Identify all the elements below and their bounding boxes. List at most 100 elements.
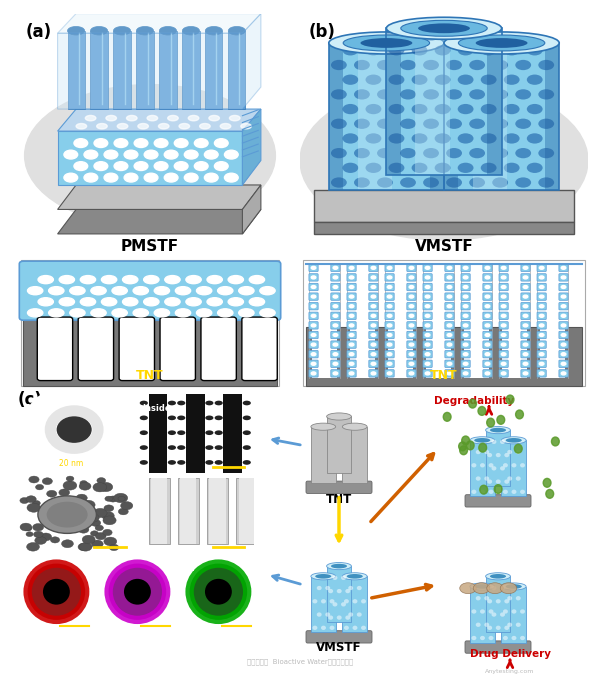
FancyBboxPatch shape [559,264,568,271]
Ellipse shape [91,27,107,35]
Ellipse shape [74,139,88,148]
Ellipse shape [344,599,349,603]
Ellipse shape [389,163,404,173]
Ellipse shape [38,275,53,284]
Ellipse shape [357,613,362,617]
Ellipse shape [504,599,509,603]
Ellipse shape [175,309,191,317]
Circle shape [502,295,506,298]
Ellipse shape [348,613,353,617]
Ellipse shape [488,636,494,640]
Ellipse shape [326,413,352,420]
Circle shape [387,362,392,365]
Ellipse shape [184,150,198,159]
Ellipse shape [317,586,322,590]
Ellipse shape [476,596,481,600]
Bar [223,394,242,473]
Circle shape [502,372,506,375]
Bar [444,43,559,190]
FancyBboxPatch shape [369,331,378,339]
Ellipse shape [365,133,382,143]
FancyBboxPatch shape [407,264,416,271]
Ellipse shape [502,437,526,444]
Circle shape [35,537,46,545]
Circle shape [80,481,88,486]
Circle shape [425,333,430,337]
Ellipse shape [389,163,404,173]
Ellipse shape [311,573,335,580]
Circle shape [469,399,476,408]
Circle shape [447,362,452,365]
Ellipse shape [343,163,358,173]
Circle shape [561,286,566,288]
Ellipse shape [224,150,238,159]
Circle shape [539,276,544,279]
Circle shape [425,372,430,375]
FancyBboxPatch shape [499,303,508,310]
FancyBboxPatch shape [445,274,454,281]
FancyBboxPatch shape [385,331,394,339]
Bar [178,478,199,544]
Ellipse shape [168,460,176,465]
Circle shape [561,353,566,356]
Bar [207,478,228,544]
Ellipse shape [177,415,185,420]
Ellipse shape [481,133,497,143]
Ellipse shape [242,415,251,420]
FancyBboxPatch shape [331,303,340,310]
Bar [67,31,85,109]
Bar [228,31,245,109]
Ellipse shape [186,275,201,284]
FancyBboxPatch shape [385,360,394,367]
Ellipse shape [260,309,275,317]
Circle shape [333,362,338,365]
Circle shape [91,531,98,536]
Ellipse shape [196,287,212,294]
Circle shape [371,372,376,375]
Ellipse shape [205,150,218,159]
Ellipse shape [504,626,509,630]
Ellipse shape [527,163,542,173]
Circle shape [387,314,392,318]
Ellipse shape [423,60,439,70]
Ellipse shape [412,104,427,114]
Ellipse shape [147,116,158,121]
Circle shape [447,314,452,318]
Bar [326,566,352,622]
FancyBboxPatch shape [461,341,470,348]
Ellipse shape [446,177,462,188]
Ellipse shape [47,502,88,528]
Ellipse shape [177,401,185,405]
FancyBboxPatch shape [407,274,416,281]
Circle shape [523,324,528,327]
Circle shape [333,343,338,346]
Circle shape [104,537,117,546]
Circle shape [35,484,44,490]
Circle shape [425,286,430,288]
FancyBboxPatch shape [423,274,432,281]
Ellipse shape [412,75,427,85]
Circle shape [561,362,566,365]
Ellipse shape [485,573,511,580]
FancyBboxPatch shape [385,322,394,329]
FancyBboxPatch shape [423,293,432,301]
FancyBboxPatch shape [407,360,416,367]
Ellipse shape [331,564,347,568]
FancyBboxPatch shape [445,350,454,358]
Ellipse shape [423,118,439,129]
Circle shape [463,343,468,346]
Text: (c): (c) [18,391,43,409]
Ellipse shape [218,309,233,317]
Ellipse shape [487,583,503,594]
Ellipse shape [472,463,476,467]
FancyBboxPatch shape [347,331,356,339]
Bar [545,43,559,190]
Circle shape [82,500,95,509]
Ellipse shape [502,583,526,590]
Ellipse shape [80,298,95,306]
Circle shape [78,543,89,551]
FancyBboxPatch shape [347,370,356,377]
Ellipse shape [472,609,476,613]
Ellipse shape [346,615,350,619]
Ellipse shape [134,162,148,171]
